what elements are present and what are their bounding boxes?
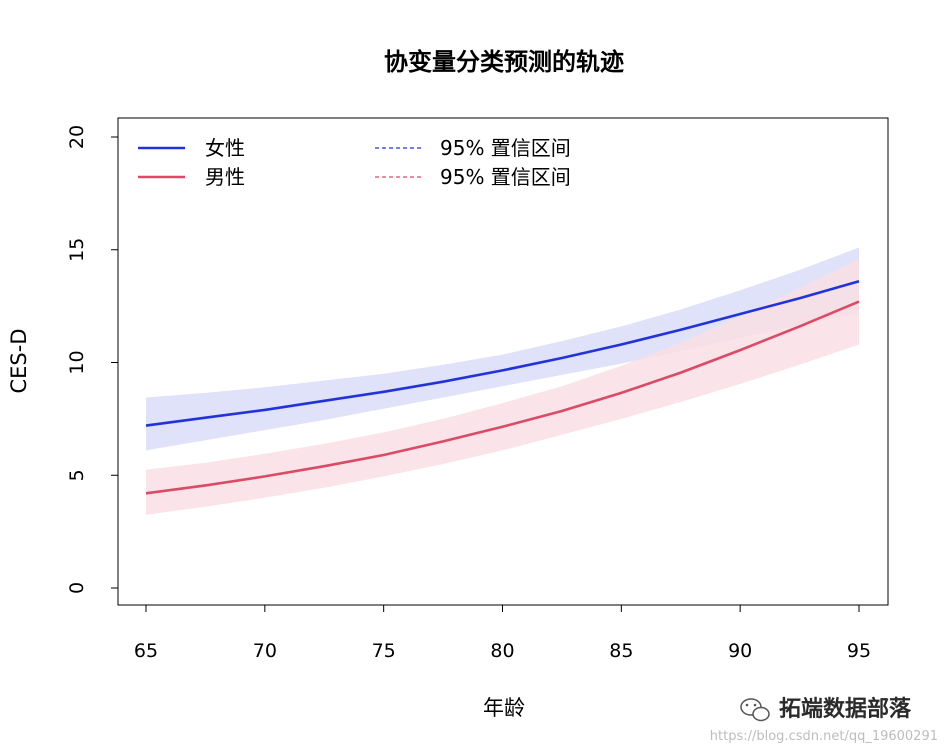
y-tick-label: 0 bbox=[66, 582, 88, 594]
y-tick-label: 15 bbox=[66, 238, 88, 262]
y-tick-label: 10 bbox=[66, 350, 88, 374]
wechat-icon bbox=[740, 698, 770, 722]
legend-label-3: 95% 置信区间 bbox=[440, 165, 571, 189]
x-tick-label: 75 bbox=[372, 640, 396, 662]
series-line-0 bbox=[145, 280, 860, 427]
series-lines bbox=[145, 280, 860, 495]
watermark-url: https://blog.csdn.net/qq_19600291 bbox=[710, 729, 938, 744]
series-line-1 bbox=[145, 300, 860, 495]
x-tick-label: 80 bbox=[490, 640, 514, 662]
x-axis: 65 70 75 80 85 90 95 bbox=[134, 604, 871, 662]
x-tick-label: 65 bbox=[134, 640, 158, 662]
watermark: 拓端数据部落 https://blog.csdn.net/qq_19600291 bbox=[710, 696, 938, 744]
legend-label-2: 95% 置信区间 bbox=[440, 136, 571, 160]
chart-title: 协变量分类预测的轨迹 bbox=[384, 47, 624, 76]
x-tick-label: 85 bbox=[609, 640, 633, 662]
y-tick-label: 5 bbox=[66, 469, 88, 481]
confidence-bands bbox=[146, 247, 859, 515]
watermark-brand: 拓端数据部落 bbox=[779, 696, 912, 722]
legend-label-0: 女性 bbox=[205, 136, 245, 160]
x-axis-label: 年龄 bbox=[483, 696, 525, 720]
y-axis-label: CES-D bbox=[7, 328, 31, 393]
y-tick-label: 20 bbox=[66, 125, 88, 149]
x-tick-label: 90 bbox=[728, 640, 752, 662]
x-tick-label: 70 bbox=[253, 640, 277, 662]
confidence-band-1 bbox=[146, 258, 859, 515]
legend-label-1: 男性 bbox=[205, 165, 245, 189]
x-tick-label: 95 bbox=[847, 640, 871, 662]
y-axis: 0 5 10 15 20 bbox=[66, 125, 119, 594]
